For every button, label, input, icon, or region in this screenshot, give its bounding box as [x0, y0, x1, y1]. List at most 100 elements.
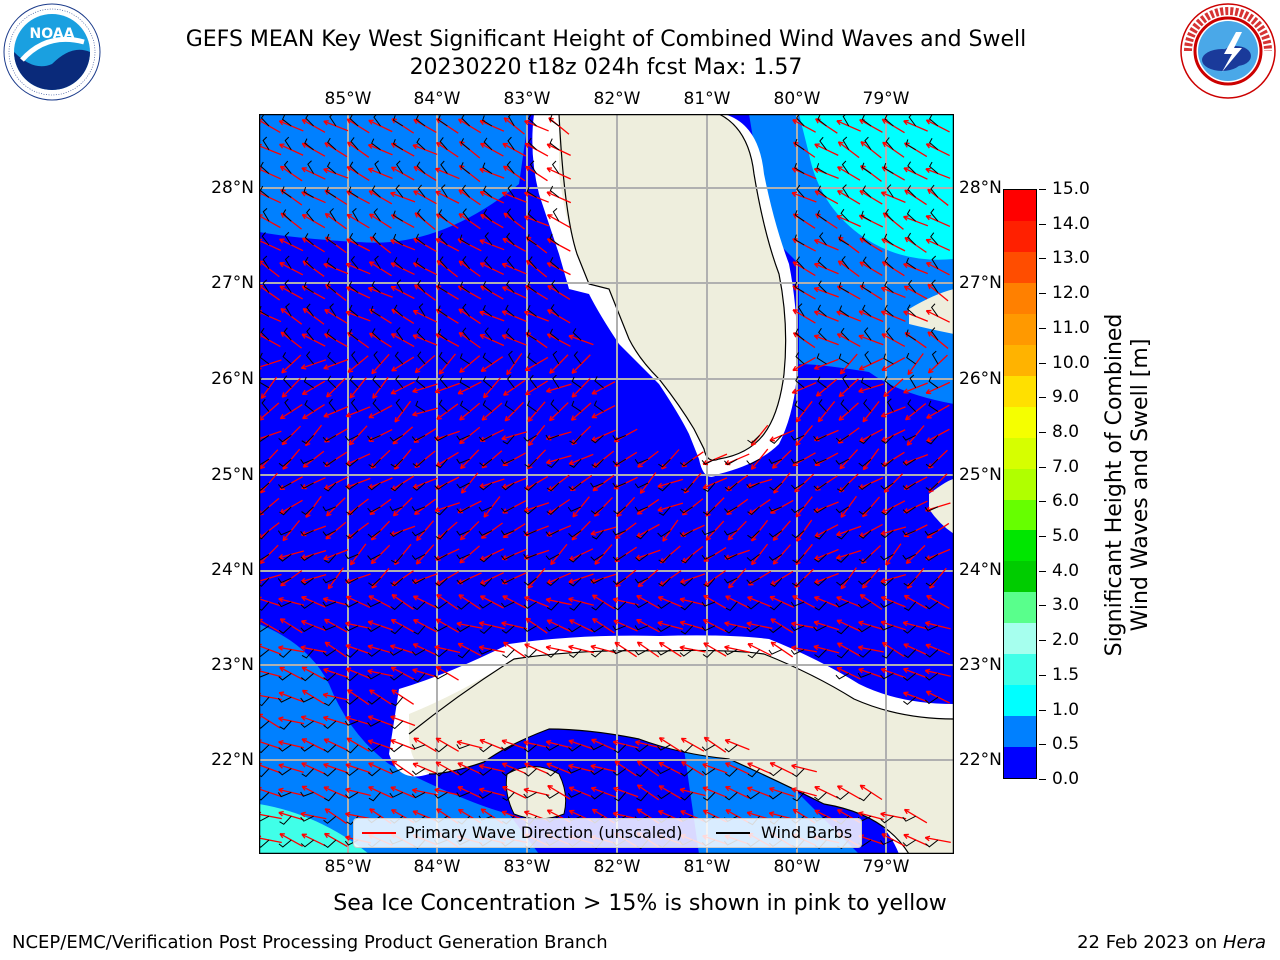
- wind-barb: [526, 186, 537, 198]
- wave-arrow-head: [924, 620, 931, 627]
- wind-barb: [370, 305, 381, 317]
- wave-arrow-head: [591, 738, 597, 744]
- lon-label-bottom: 83°W: [503, 857, 551, 877]
- wave-direction-arrow: [302, 237, 325, 253]
- wind-barb: [434, 744, 448, 753]
- wave-direction-arrow: [457, 642, 482, 657]
- wind-barb: [613, 506, 627, 515]
- wave-arrow-head: [300, 715, 307, 721]
- wave-direction-arrow: [282, 448, 301, 470]
- wind-barb: [462, 303, 471, 317]
- wind-barb: [928, 376, 939, 389]
- colorbar-tick-label: 4.0: [1052, 560, 1080, 581]
- wind-barb: [323, 815, 337, 824]
- wave-arrow-head: [813, 286, 820, 293]
- wave-arrow-head: [792, 309, 799, 315]
- wave-arrow-head: [435, 190, 441, 196]
- wind-barb: [591, 530, 604, 540]
- wave-arrow-head: [369, 689, 375, 695]
- wind-barb: [860, 377, 872, 389]
- wind-barb: [416, 161, 426, 174]
- wave-direction-arrow: [259, 694, 282, 701]
- wind-barb: [680, 554, 694, 564]
- wave-arrow-head: [880, 620, 887, 626]
- noaa-logo-text: NOAA: [30, 26, 75, 42]
- lon-label-bottom: 82°W: [593, 857, 641, 877]
- wind-barb: [746, 553, 760, 562]
- wind-barb: [657, 791, 671, 800]
- wind-barb: [323, 768, 337, 777]
- wave-arrow-head: [345, 595, 352, 601]
- colorbar-tick-label: 2.0: [1052, 630, 1080, 651]
- wind-barb: [590, 435, 604, 444]
- wind-barb: [925, 601, 939, 610]
- wind-barb: [524, 458, 537, 468]
- wind-barb: [794, 210, 805, 222]
- wave-arrow-head: [324, 808, 331, 814]
- wind-barb: [506, 160, 515, 174]
- wave-zone-1-0-1-5-ne: [799, 114, 954, 260]
- wave-arrow-head: [390, 333, 397, 339]
- wave-arrow-head: [390, 262, 397, 268]
- wind-barb: [636, 792, 649, 802]
- wind-barb: [437, 305, 448, 317]
- footer-date: 22 Feb 2023 on Hera: [1077, 932, 1266, 953]
- wind-barb: [906, 352, 916, 365]
- wave-direction-arrow: [390, 525, 416, 536]
- wind-barb: [367, 553, 381, 561]
- wind-barb: [259, 506, 270, 515]
- wave-arrow-head: [768, 811, 775, 817]
- lat-label-left: 25°N: [211, 465, 254, 485]
- wind-barb: [348, 281, 359, 293]
- wave-arrow-head: [792, 119, 798, 125]
- wave-arrow-head: [792, 365, 798, 372]
- wave-direction-arrow: [302, 450, 325, 468]
- wind-barb: [456, 744, 470, 750]
- wave-arrow-head: [324, 308, 330, 315]
- colorbar-title: Significant Height of Combined Wind Wave…: [1102, 314, 1154, 657]
- wave-arrow-head: [613, 619, 619, 625]
- wind-barb: [506, 374, 515, 389]
- lon-label-top: 82°W: [593, 89, 641, 109]
- wave-direction-arrow: [259, 145, 282, 156]
- wave-direction-arrow: [571, 520, 591, 541]
- wind-barb: [260, 161, 270, 174]
- wave-arrow-head: [501, 739, 508, 745]
- wave-arrow-head: [525, 165, 531, 172]
- wind-barb: [794, 281, 805, 294]
- wind-barb: [550, 399, 560, 412]
- wind-barb: [285, 303, 292, 317]
- wind-barb: [903, 577, 917, 587]
- wave-arrow-head: [590, 644, 596, 651]
- wind-barb: [924, 625, 939, 631]
- wind-barb: [300, 601, 314, 609]
- wind-barb: [813, 506, 827, 514]
- wave-arrow-head: [480, 808, 487, 814]
- wave-arrow-head: [725, 785, 731, 792]
- wave-arrow-head: [322, 715, 329, 722]
- wave-arrow-head: [547, 309, 553, 315]
- wind-barb: [322, 458, 337, 467]
- wave-arrow-head: [391, 594, 398, 600]
- wind-barb: [836, 554, 850, 563]
- wind-barb: [817, 376, 827, 389]
- wave-direction-arrow: [458, 308, 481, 325]
- wave-direction-arrow: [345, 311, 371, 322]
- wave-arrow-head: [390, 389, 397, 395]
- wind-barb: [569, 458, 582, 469]
- wind-barb: [796, 256, 805, 270]
- wind-barb: [634, 506, 649, 512]
- wave-arrow-head: [837, 260, 844, 266]
- wave-arrow-head: [323, 364, 329, 370]
- wind-barb: [680, 625, 694, 635]
- wave-arrow-head: [612, 811, 619, 817]
- wave-arrow-head: [881, 641, 888, 648]
- wave-arrow-head: [791, 787, 797, 793]
- wave-arrow-head: [279, 238, 285, 244]
- wind-barb: [390, 577, 404, 587]
- wave-arrow-head: [906, 440, 913, 446]
- wave-direction-arrow: [370, 520, 391, 541]
- wind-barb: [284, 255, 292, 270]
- colorbar-segment: [1004, 592, 1036, 624]
- wind-barb: [523, 625, 537, 633]
